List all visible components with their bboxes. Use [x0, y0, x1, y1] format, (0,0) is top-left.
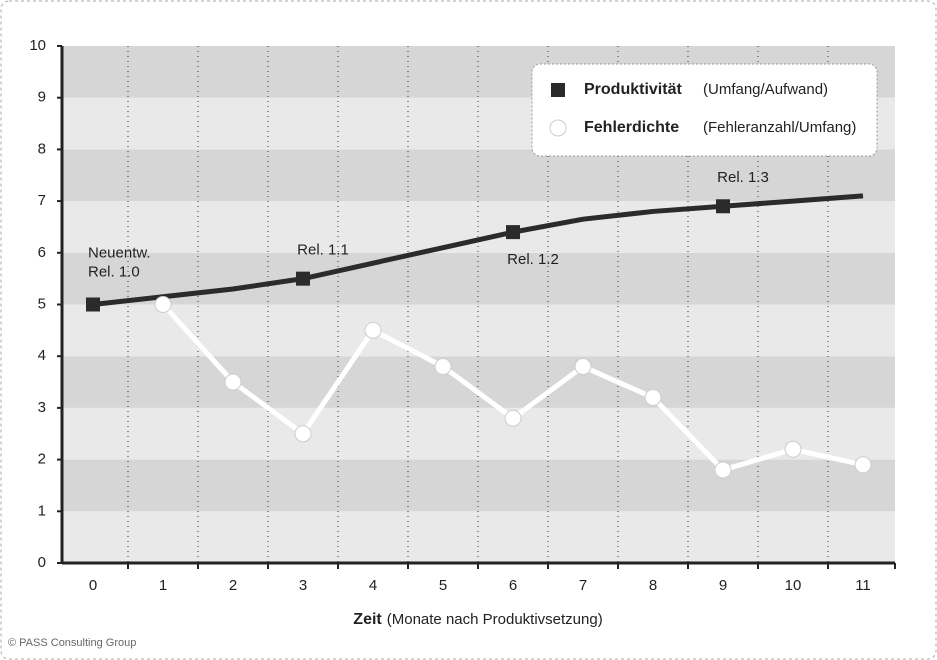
x-tick-label: 1 [159, 577, 167, 594]
y-tick-label: 0 [38, 554, 46, 571]
marker [574, 358, 592, 376]
legend-marker [549, 119, 567, 137]
marker [294, 425, 312, 443]
y-tick-label: 9 [38, 89, 46, 106]
y-tick-label: 5 [38, 295, 46, 312]
marker [86, 297, 100, 312]
band [62, 149, 895, 202]
marker [644, 389, 662, 407]
legend-marker [551, 83, 565, 97]
x-tick-label: 6 [509, 577, 517, 594]
marker [296, 271, 310, 286]
marker [154, 296, 172, 313]
y-tick-label: 10 [29, 37, 46, 54]
marker [784, 440, 802, 458]
marker [364, 321, 382, 339]
x-tick-label: 8 [649, 577, 657, 594]
x-tick-label: 10 [785, 577, 802, 594]
band [62, 356, 895, 408]
marker [714, 461, 732, 479]
legend-unit: (Fehleranzahl/Umfang) [703, 119, 856, 136]
x-tick-label: 9 [719, 577, 727, 594]
annotation: Neuentw. [88, 244, 151, 261]
x-tick-label: 2 [229, 577, 237, 594]
marker [716, 199, 730, 214]
annotation: Rel. 1.3 [717, 169, 769, 186]
marks: Neuentw. Rel. 1.0 Rel. 1.1 Rel. 1.2 Rel. 1.3 [86, 169, 872, 479]
x-tick-label: 0 [89, 577, 97, 594]
x-axis-label: Zeit (Monate nach Produktivsetzung) [353, 611, 602, 628]
marker [504, 409, 522, 427]
legend-label: Produktivität [584, 81, 682, 98]
x-axis-label-detail: (Monate nach Produktivsetzung) [387, 611, 603, 628]
y-tick-label: 6 [38, 244, 46, 261]
band [62, 459, 895, 512]
legend-box [531, 63, 878, 157]
annotation: Rel. 1.1 [297, 242, 349, 259]
legend-label: Fehlerdichte [584, 119, 679, 136]
x-tick-label: 3 [299, 577, 307, 594]
x-axis-label-main: Zeit [353, 611, 382, 628]
x-tick-label: 4 [369, 577, 377, 594]
y-tick-label: 3 [38, 399, 46, 416]
marker [854, 456, 872, 474]
grid: 0 1 2 3 4 5 6 7 8 9 10 0 1 2 3 4 5 6 7 8 9 10 11 [29, 37, 896, 594]
marker [506, 225, 520, 240]
band [62, 511, 895, 563]
series-line [92, 193, 864, 307]
x-tick-label: 11 [855, 577, 871, 594]
annotation: Rel. 1.0 [88, 263, 140, 280]
footer: © PASS Consulting Group [8, 637, 136, 649]
y-tick-label: 8 [38, 140, 46, 157]
y-tick-label: 2 [38, 451, 46, 468]
marker [224, 373, 242, 391]
legend-unit: (Umfang/Aufwand) [703, 81, 828, 98]
x-tick-label: 7 [579, 577, 587, 594]
marker [434, 358, 452, 376]
y-tick-label: 7 [38, 192, 46, 209]
y-tick-label: 1 [38, 502, 46, 519]
annotation: Rel. 1.2 [507, 251, 559, 268]
x-tick-label: 5 [439, 577, 447, 594]
y-tick-label: 4 [38, 347, 46, 364]
